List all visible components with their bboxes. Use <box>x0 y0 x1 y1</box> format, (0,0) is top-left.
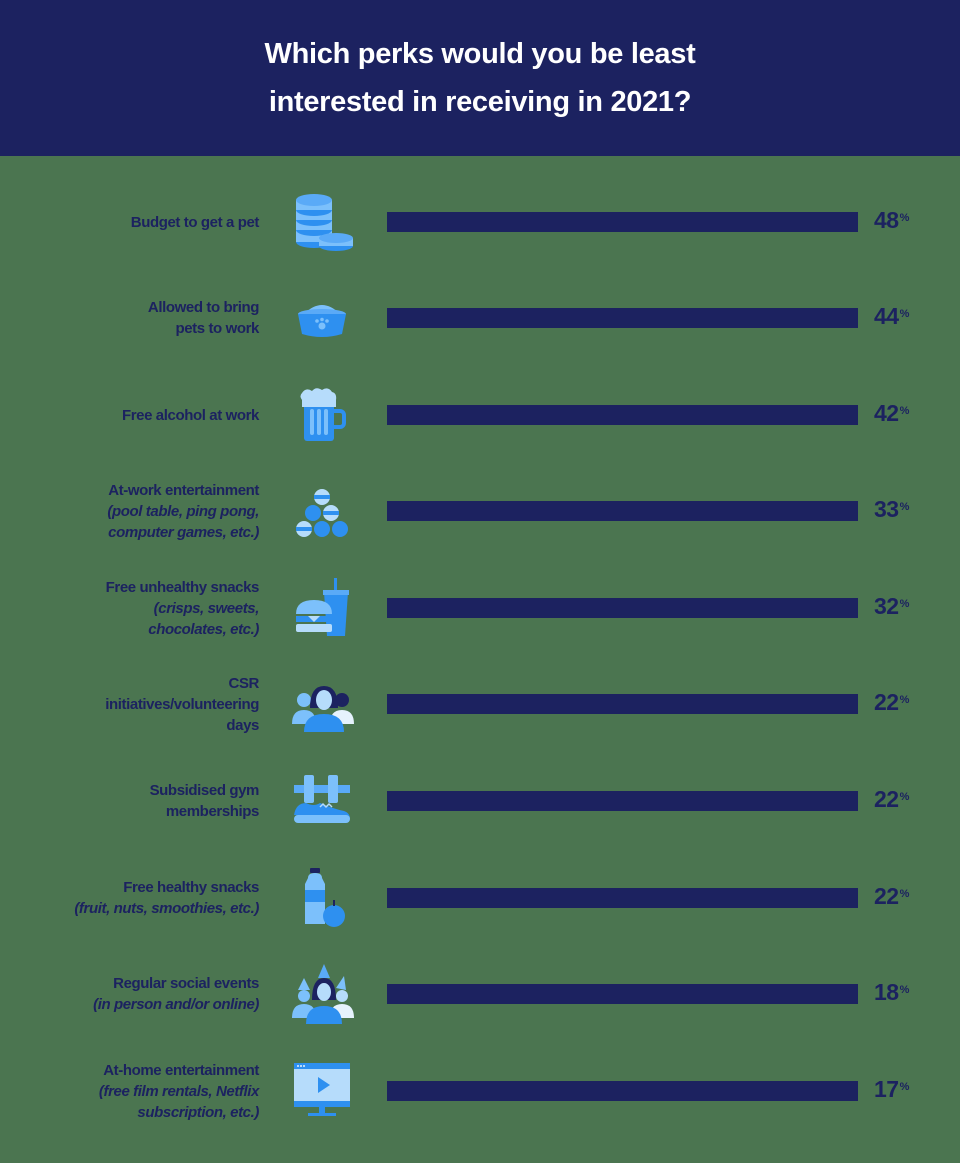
bar-fill <box>387 598 538 618</box>
bar-label: Free unhealthy snacks (crisps, sweets, c… <box>19 560 260 656</box>
bar-label: Budget to get a pet <box>19 174 260 270</box>
label-main-2: pets to work <box>175 320 259 337</box>
bar-track <box>387 405 858 425</box>
burger-drink-icon <box>290 578 354 638</box>
bar-label: Subsidised gym memberships <box>19 753 260 849</box>
label-main: At-home entertainment <box>103 1061 259 1079</box>
bar-track <box>387 308 858 328</box>
dumbbell-shoe-icon <box>290 771 354 831</box>
bar-track <box>387 888 858 908</box>
bar-track <box>387 791 858 811</box>
bar-fill <box>387 405 585 425</box>
bar-fill <box>387 1081 468 1101</box>
label-main: Allowed to bring <box>147 299 259 316</box>
party-people-icon <box>290 964 354 1024</box>
bar-value: 44% <box>874 303 909 329</box>
label-main: At-work entertainment <box>108 481 259 499</box>
bar-row: Free unhealthy snacks (crisps, sweets, c… <box>0 560 960 656</box>
bar-track <box>387 984 858 1004</box>
bar-row: Regular social events (in person and/or … <box>0 946 960 1042</box>
bar-fill <box>387 694 491 714</box>
bar-track <box>387 598 858 618</box>
label-main-3: days <box>226 716 259 734</box>
label-sub: (free film rentals, Netflix <box>98 1082 259 1100</box>
label-sub: (pool table, ping pong, <box>107 502 259 520</box>
bar-row: At-work entertainment (pool table, ping … <box>0 463 960 559</box>
bar-label: Regular social events (in person and/or … <box>19 946 259 1042</box>
label-sub-2: chocolates, etc.) <box>148 620 259 638</box>
bar-label: At-work entertainment (pool table, ping … <box>19 463 259 559</box>
bar-value: 42% <box>874 400 909 426</box>
bar-value: 17% <box>874 1076 909 1102</box>
bar-row: Allowed to bring pets to work 44% <box>0 270 960 366</box>
bar-fill <box>387 212 614 232</box>
label-main: Regular social events <box>113 975 259 992</box>
bar-fill <box>387 501 543 521</box>
bar-row: Free alcohol at work 42% <box>0 367 960 463</box>
label-main: Free alcohol at work <box>121 406 259 424</box>
bar-label: Free alcohol at work <box>19 367 259 463</box>
label-sub: (fruit, nuts, smoothies, etc.) <box>74 900 259 917</box>
bar-value: 32% <box>874 593 909 619</box>
bar-label: Free healthy snacks (fruit, nuts, smooth… <box>19 850 259 946</box>
bar-value: 22% <box>874 689 909 715</box>
bar-fill <box>387 791 491 811</box>
bar-row: CSR initiatives/volunteering days 22% <box>0 656 960 752</box>
video-screen-icon <box>290 1061 354 1121</box>
bar-label: At-home entertainment (free film rentals… <box>19 1043 259 1139</box>
bar-row: Free healthy snacks (fruit, nuts, smooth… <box>0 850 960 946</box>
bar-value: 22% <box>874 883 909 909</box>
bar-value: 18% <box>874 979 909 1005</box>
bar-value: 48% <box>874 207 909 233</box>
label-main: Free unhealthy snacks <box>105 578 260 596</box>
chart-header: Which perks would you be least intereste… <box>0 0 960 156</box>
label-sub: (crisps, sweets, <box>153 599 260 617</box>
label-sub-2: computer games, etc.) <box>108 523 259 541</box>
bar-track <box>387 1081 858 1101</box>
bar-track <box>387 694 858 714</box>
bar-track <box>387 501 858 521</box>
label-main-2: memberships <box>165 803 260 820</box>
chart-title-line-1: Which perks would you be least <box>264 38 696 70</box>
bar-value: 33% <box>874 496 909 522</box>
bar-fill <box>387 984 472 1004</box>
bar-row: Budget to get a pet 48% <box>0 174 960 270</box>
coins-icon <box>290 192 354 252</box>
bar-fill <box>387 888 491 908</box>
label-main: Free healthy snacks <box>123 879 259 896</box>
bar-track <box>387 212 858 232</box>
label-sub: (in person and/or online) <box>93 996 259 1013</box>
pet-bowl-icon <box>290 288 354 348</box>
label-main: CSR <box>228 674 260 692</box>
beer-mug-icon <box>290 385 354 445</box>
bar-fill <box>387 308 595 328</box>
label-main: Budget to get a pet <box>130 213 260 231</box>
bar-row: At-home entertainment (free film rentals… <box>0 1043 960 1139</box>
bar-value: 22% <box>874 786 909 812</box>
bar-row: Subsidised gym memberships 22% <box>0 753 960 849</box>
label-main-2: initiatives/volunteering <box>105 695 259 713</box>
label-main: Subsidised gym <box>149 782 260 799</box>
bar-label: Allowed to bring pets to work <box>19 270 259 366</box>
chart-title-line-2: interested in receiving in 2021? <box>268 86 692 118</box>
label-sub-2: subscription, etc.) <box>137 1103 259 1121</box>
bar-label: CSR initiatives/volunteering days <box>19 656 259 752</box>
bottle-apple-icon <box>290 868 354 928</box>
people-group-icon <box>290 674 354 734</box>
pool-balls-icon <box>290 481 354 541</box>
